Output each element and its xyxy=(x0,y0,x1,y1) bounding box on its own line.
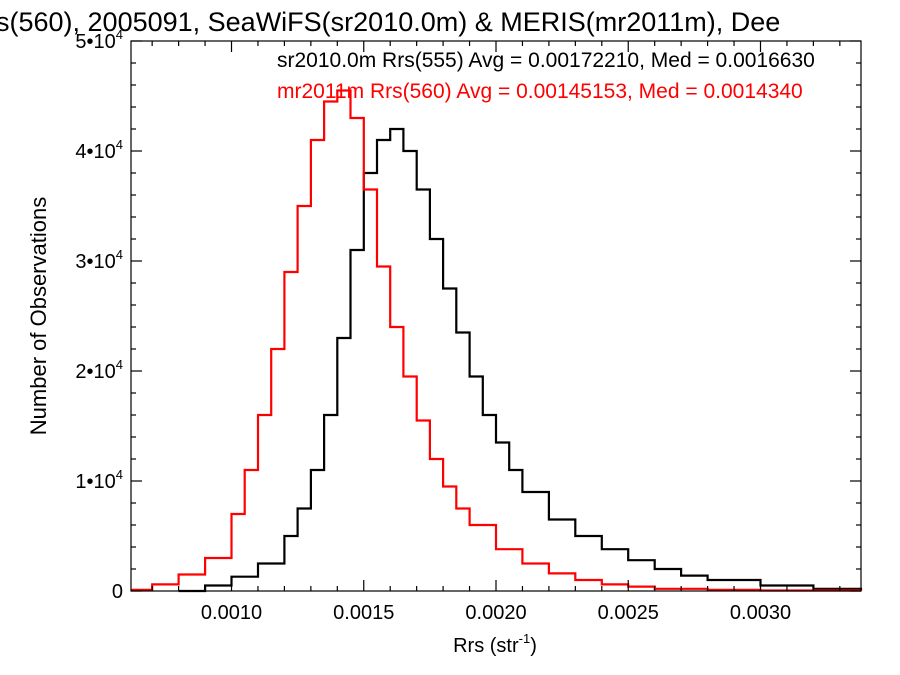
x-axis-title-close: ) xyxy=(530,635,537,657)
x-tick-label: 0.0025 xyxy=(598,602,659,624)
y-tick-label: 1•104 xyxy=(75,467,123,493)
y-tick-label: 4•104 xyxy=(75,137,123,163)
series-line-red xyxy=(131,89,863,592)
x-axis-title: Rrs (str-1) xyxy=(453,631,537,657)
legend-entry-black: sr2010.0m Rrs(555) Avg = 0.00172210, Med… xyxy=(277,49,815,72)
x-axis-ticks: 0.0010 0.0015 0.0020 0.0025 0.0030 xyxy=(151,41,841,624)
x-tick-label: 0.0010 xyxy=(201,602,262,624)
x-axis-title-main: Rrs (str xyxy=(453,635,519,657)
x-tick-label: 0.0015 xyxy=(333,602,394,624)
y-tick-label: 0 xyxy=(112,581,123,603)
chart-title: s(560), 2005091, SeaWiFS(sr2010.0m) & ME… xyxy=(0,7,780,37)
series-line-black xyxy=(178,127,863,593)
x-tick-label: 0.0020 xyxy=(465,602,526,624)
y-tick-label: 5•104 xyxy=(75,27,123,53)
x-tick-label: 0.0030 xyxy=(730,602,791,624)
y-axis-ticks: 0 1•104 2•104 3•104 4•104 5•104 xyxy=(75,27,861,603)
y-tick-label: 3•104 xyxy=(75,247,123,273)
y-axis-title: Number of Observations xyxy=(26,197,51,435)
x-axis-title-superscript: -1 xyxy=(519,631,531,646)
series-group xyxy=(131,89,863,593)
y-tick-label: 2•104 xyxy=(75,357,123,383)
legend-entry-red: mr2011m Rrs(560) Avg = 0.00145153, Med =… xyxy=(277,80,803,103)
